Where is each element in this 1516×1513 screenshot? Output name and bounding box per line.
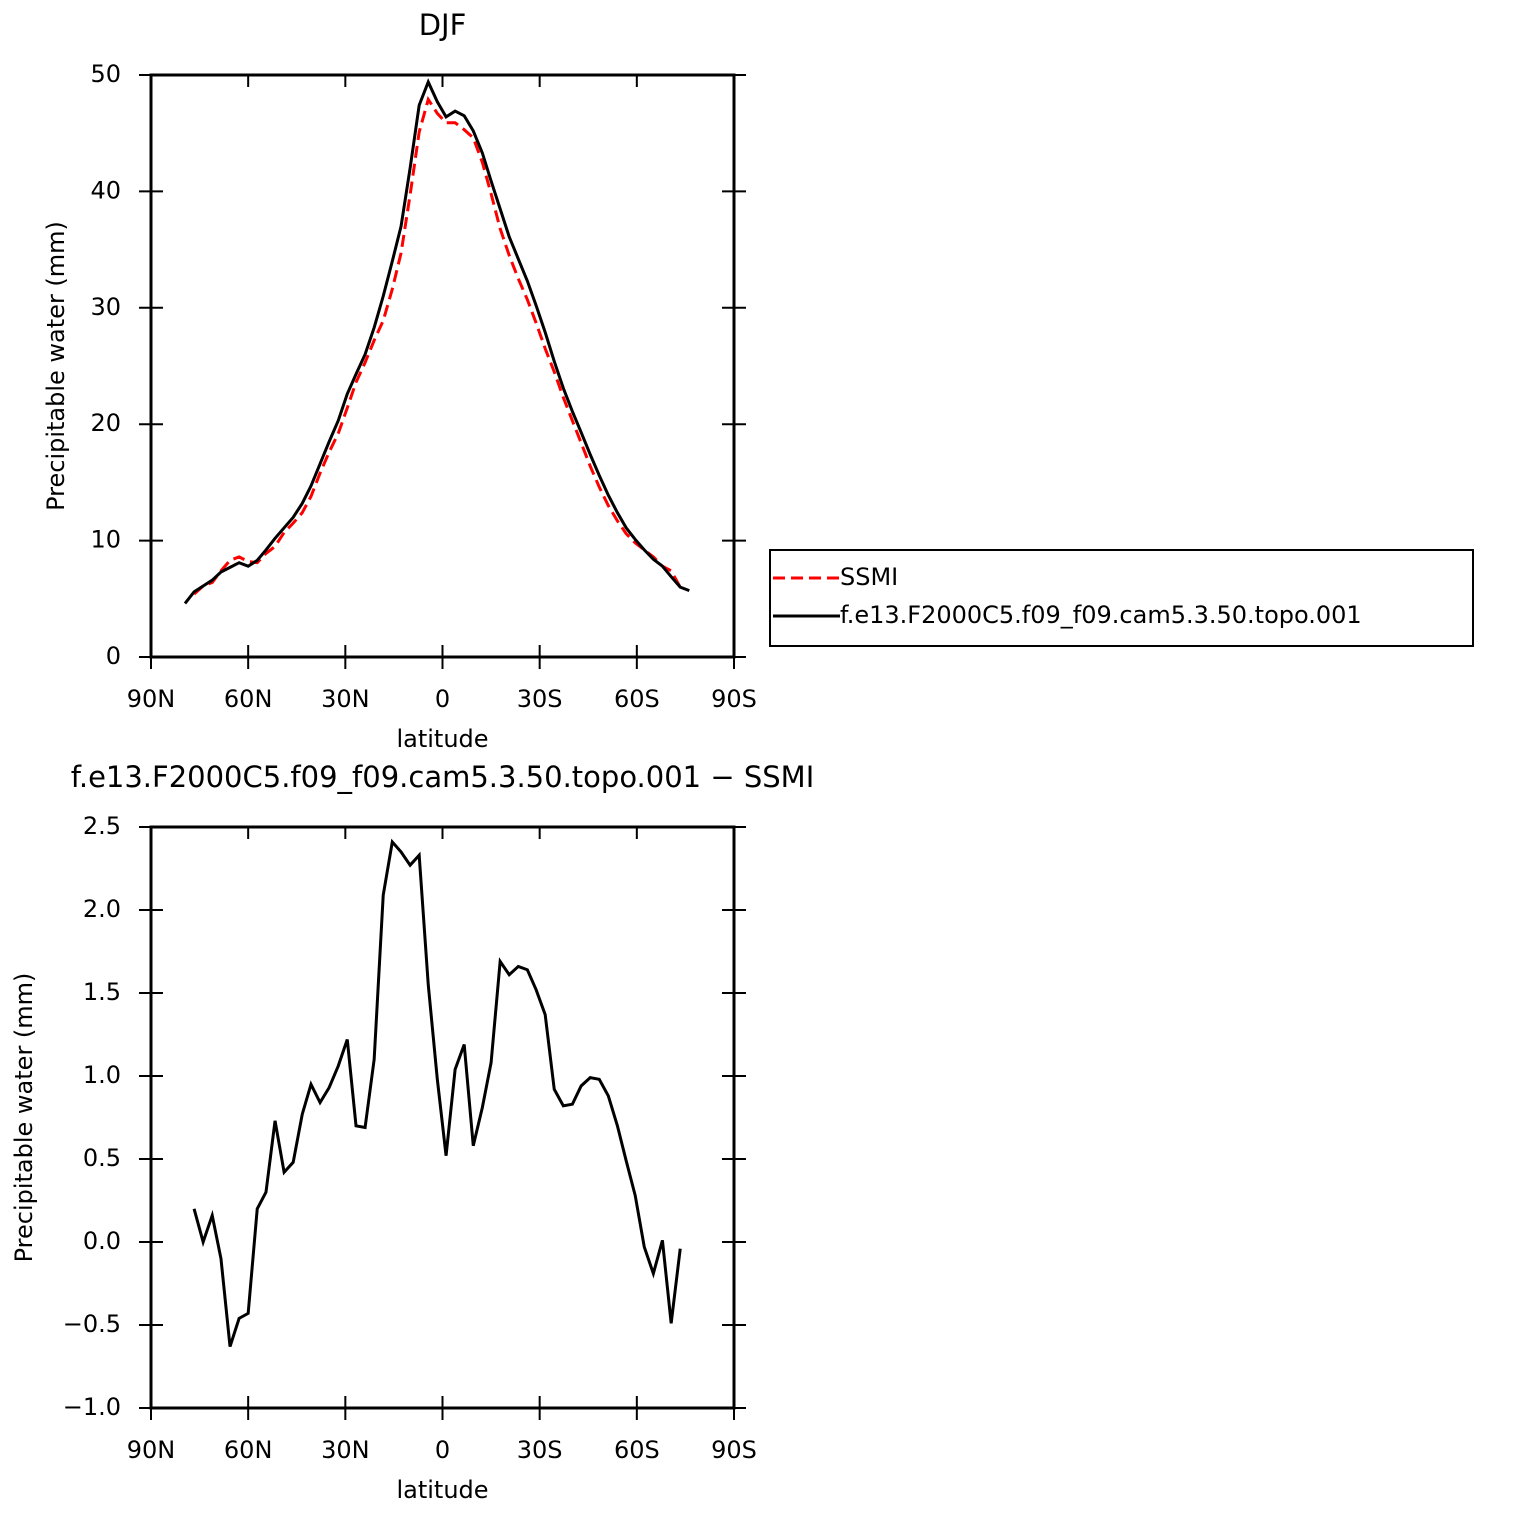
x-tick-label: 0 <box>435 685 450 713</box>
legend-label: f.e13.F2000C5.f09_f09.cam5.3.50.topo.001 <box>840 601 1362 629</box>
legend-box <box>769 549 1474 647</box>
y-tick-label: 0 <box>106 642 121 670</box>
y-tick-label: −1.0 <box>63 1393 121 1421</box>
y-axis-label: Precipitable water (mm) <box>42 221 70 511</box>
y-tick-label: 10 <box>90 526 121 554</box>
y-tick-label: 1.0 <box>83 1061 121 1089</box>
plot-frame <box>149 73 736 659</box>
data-line <box>183 78 690 605</box>
y-tick-label: 40 <box>90 176 121 204</box>
y-tick-label: −0.5 <box>63 1310 121 1338</box>
x-axis-label: latitude <box>396 725 488 753</box>
x-tick-label: 60N <box>224 685 273 713</box>
y-tick-label: 2.0 <box>83 895 121 923</box>
y-tick-label: 20 <box>90 409 121 437</box>
chart-title: f.e13.F2000C5.f09_f09.cam5.3.50.topo.001… <box>71 760 815 794</box>
x-tick-label: 60S <box>614 1436 660 1464</box>
y-tick-label: 0.5 <box>83 1144 121 1172</box>
chart-title: DJF <box>419 8 467 42</box>
y-tick-label: 30 <box>90 293 121 321</box>
x-axis-label: latitude <box>396 1476 488 1504</box>
x-tick-label: 30S <box>517 1436 563 1464</box>
x-tick-label: 60S <box>614 685 660 713</box>
x-tick-label: 60N <box>224 1436 273 1464</box>
x-tick-label: 90N <box>127 685 176 713</box>
y-axis-label: Precipitable water (mm) <box>10 973 38 1263</box>
x-tick-label: 90N <box>127 1436 176 1464</box>
x-tick-label: 30N <box>321 685 370 713</box>
x-tick-label: 90S <box>711 685 757 713</box>
y-tick-label: 50 <box>90 60 121 88</box>
y-tick-label: 2.5 <box>83 812 121 840</box>
data-line <box>193 95 682 596</box>
y-tick-label: 1.5 <box>83 978 121 1006</box>
legend-label: SSMI <box>840 563 898 591</box>
x-tick-label: 30N <box>321 1436 370 1464</box>
x-tick-label: 30S <box>517 685 563 713</box>
y-tick-label: 0.0 <box>83 1227 121 1255</box>
x-tick-label: 0 <box>435 1436 450 1464</box>
x-tick-label: 90S <box>711 1436 757 1464</box>
data-line <box>192 838 682 1348</box>
